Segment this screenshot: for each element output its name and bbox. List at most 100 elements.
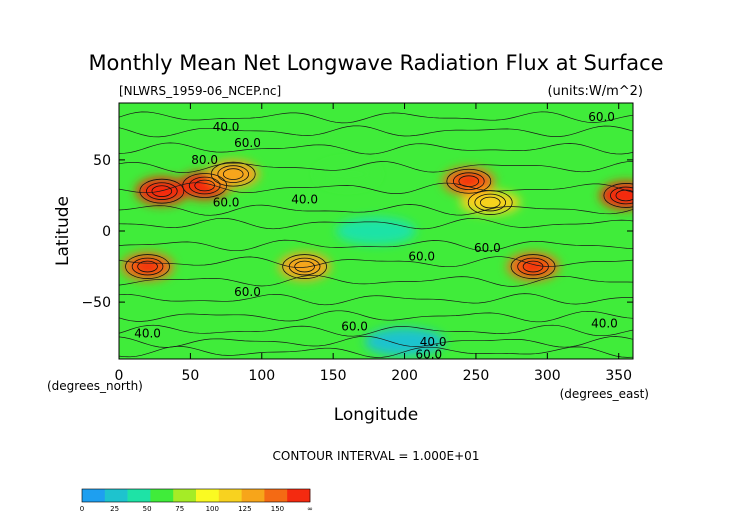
contour-label: 40.0 [420, 335, 447, 349]
colorbar-tick-label: 0 [80, 505, 84, 513]
x-tick-label: 0 [115, 368, 124, 384]
field-region [278, 252, 331, 281]
y-axis: −50 0 50 [81, 153, 633, 311]
contour-ring [188, 176, 221, 195]
field-region [317, 162, 378, 187]
colorbar-frame [81, 488, 311, 503]
colorbar-swatch [218, 489, 242, 502]
x-tick-label: 300 [534, 368, 561, 384]
contour-ring [294, 260, 315, 273]
colorbar-swatch [287, 489, 311, 502]
contour-line [119, 204, 633, 216]
contour-ring [139, 178, 185, 204]
y-tick-label: −50 [81, 295, 111, 311]
plot-area: 40.060.080.060.0 40.060.060.060.060.060.0… [118, 102, 634, 362]
contour-label: 40.0 [134, 326, 161, 340]
x-axis-label: Longitude [334, 405, 419, 425]
x-tick-label: 150 [320, 368, 347, 384]
contour-line [119, 182, 633, 194]
contour-ring [131, 257, 164, 276]
contour-label: 80.0 [191, 153, 218, 167]
contour-ring [282, 254, 328, 279]
colorbar-swatch [241, 489, 265, 502]
contour-line [119, 239, 633, 252]
contour-label: 40.0 [213, 120, 240, 134]
colorbar: 0 25 50 75 100 125 150 ∞ [80, 488, 313, 513]
contour-label: 40.0 [291, 193, 318, 207]
contour-ring [446, 168, 492, 194]
contour-line [119, 125, 633, 138]
field-region [336, 217, 416, 245]
contour-label: 40.0 [591, 316, 618, 330]
contour-line [119, 346, 633, 358]
contour-line [119, 161, 633, 173]
field-region [364, 327, 445, 356]
contour-line [119, 256, 633, 268]
file-label: [NLWRS_1959-06_NCEP.nc] [119, 84, 281, 98]
contour-ring [194, 179, 215, 192]
contour-line [119, 310, 633, 323]
contour-ring [288, 257, 321, 276]
contour-lines [119, 111, 633, 358]
contour-line [119, 324, 633, 337]
contour-label: 60.0 [474, 241, 501, 255]
y-tick-label: 0 [102, 224, 111, 240]
contour-ring [151, 185, 173, 197]
contour-ring [474, 193, 507, 212]
colorbar-tick-label: 25 [110, 505, 119, 513]
x-tick-label: 100 [248, 368, 275, 384]
contour-line [119, 335, 633, 348]
contour-ring [137, 260, 158, 273]
contour-ring [603, 183, 633, 208]
contour-ring [610, 186, 633, 205]
contour-label: 60.0 [588, 110, 615, 124]
contour-ring [615, 189, 633, 202]
y-unit-label: (degrees_north) [47, 379, 143, 393]
contour-label: 60.0 [234, 136, 261, 150]
colorbar-swatch [196, 489, 220, 502]
colorbar-swatch [150, 489, 174, 502]
contour-interval-note: CONTOUR INTERVAL = 1.000E+01 [273, 449, 480, 463]
colorbar-swatch [264, 489, 288, 502]
colorbar-swatch [127, 489, 151, 502]
contour-ring [479, 196, 501, 209]
contour-labels: 40.060.080.060.0 40.060.060.060.060.060.0… [134, 110, 618, 362]
contour-line [119, 293, 633, 306]
colorbar-swatch [104, 489, 128, 502]
units-label: (units:W/m^2) [547, 84, 643, 99]
y-axis-label: Latitude [53, 196, 73, 266]
colorbar-swatch [173, 489, 197, 502]
contour-ring [510, 254, 556, 279]
field-region [460, 190, 521, 215]
contour-ring [453, 172, 485, 191]
contour-ring [522, 260, 544, 273]
contour-ring [467, 190, 513, 215]
colorbar-tick-label: ∞ [307, 505, 313, 513]
x-tick-label: 200 [391, 368, 418, 384]
x-axis: 0 50 100 150 200 250 300 350 [115, 103, 632, 384]
contour-ring [217, 165, 250, 183]
contour-label: 60.0 [234, 285, 261, 299]
colorbar-tick-label: 125 [238, 505, 251, 513]
field-region [207, 160, 260, 189]
colorbar-tick-label: 75 [175, 505, 184, 513]
contour-label: 60.0 [415, 348, 442, 362]
contour-ring [222, 168, 244, 180]
y-tick-label: 50 [93, 153, 111, 169]
x-unit-label: (degrees_east) [560, 387, 649, 401]
colorbar-swatch [82, 489, 106, 502]
contour-label: 60.0 [408, 250, 435, 264]
x-tick-label: 350 [605, 368, 632, 384]
contour-line [119, 111, 633, 124]
colorbar-tick-label: 100 [206, 505, 219, 513]
contour-ring [125, 254, 170, 279]
colorbar-tick-label: 150 [271, 505, 284, 513]
x-tick-label: 50 [181, 368, 199, 384]
contour-ring [146, 182, 178, 200]
contour-label: 60.0 [341, 319, 368, 333]
contour-line [119, 217, 633, 230]
field-core [611, 187, 633, 204]
x-tick-label: 250 [463, 368, 490, 384]
contour-label: 60.0 [213, 196, 240, 210]
contour-ring [210, 161, 256, 187]
